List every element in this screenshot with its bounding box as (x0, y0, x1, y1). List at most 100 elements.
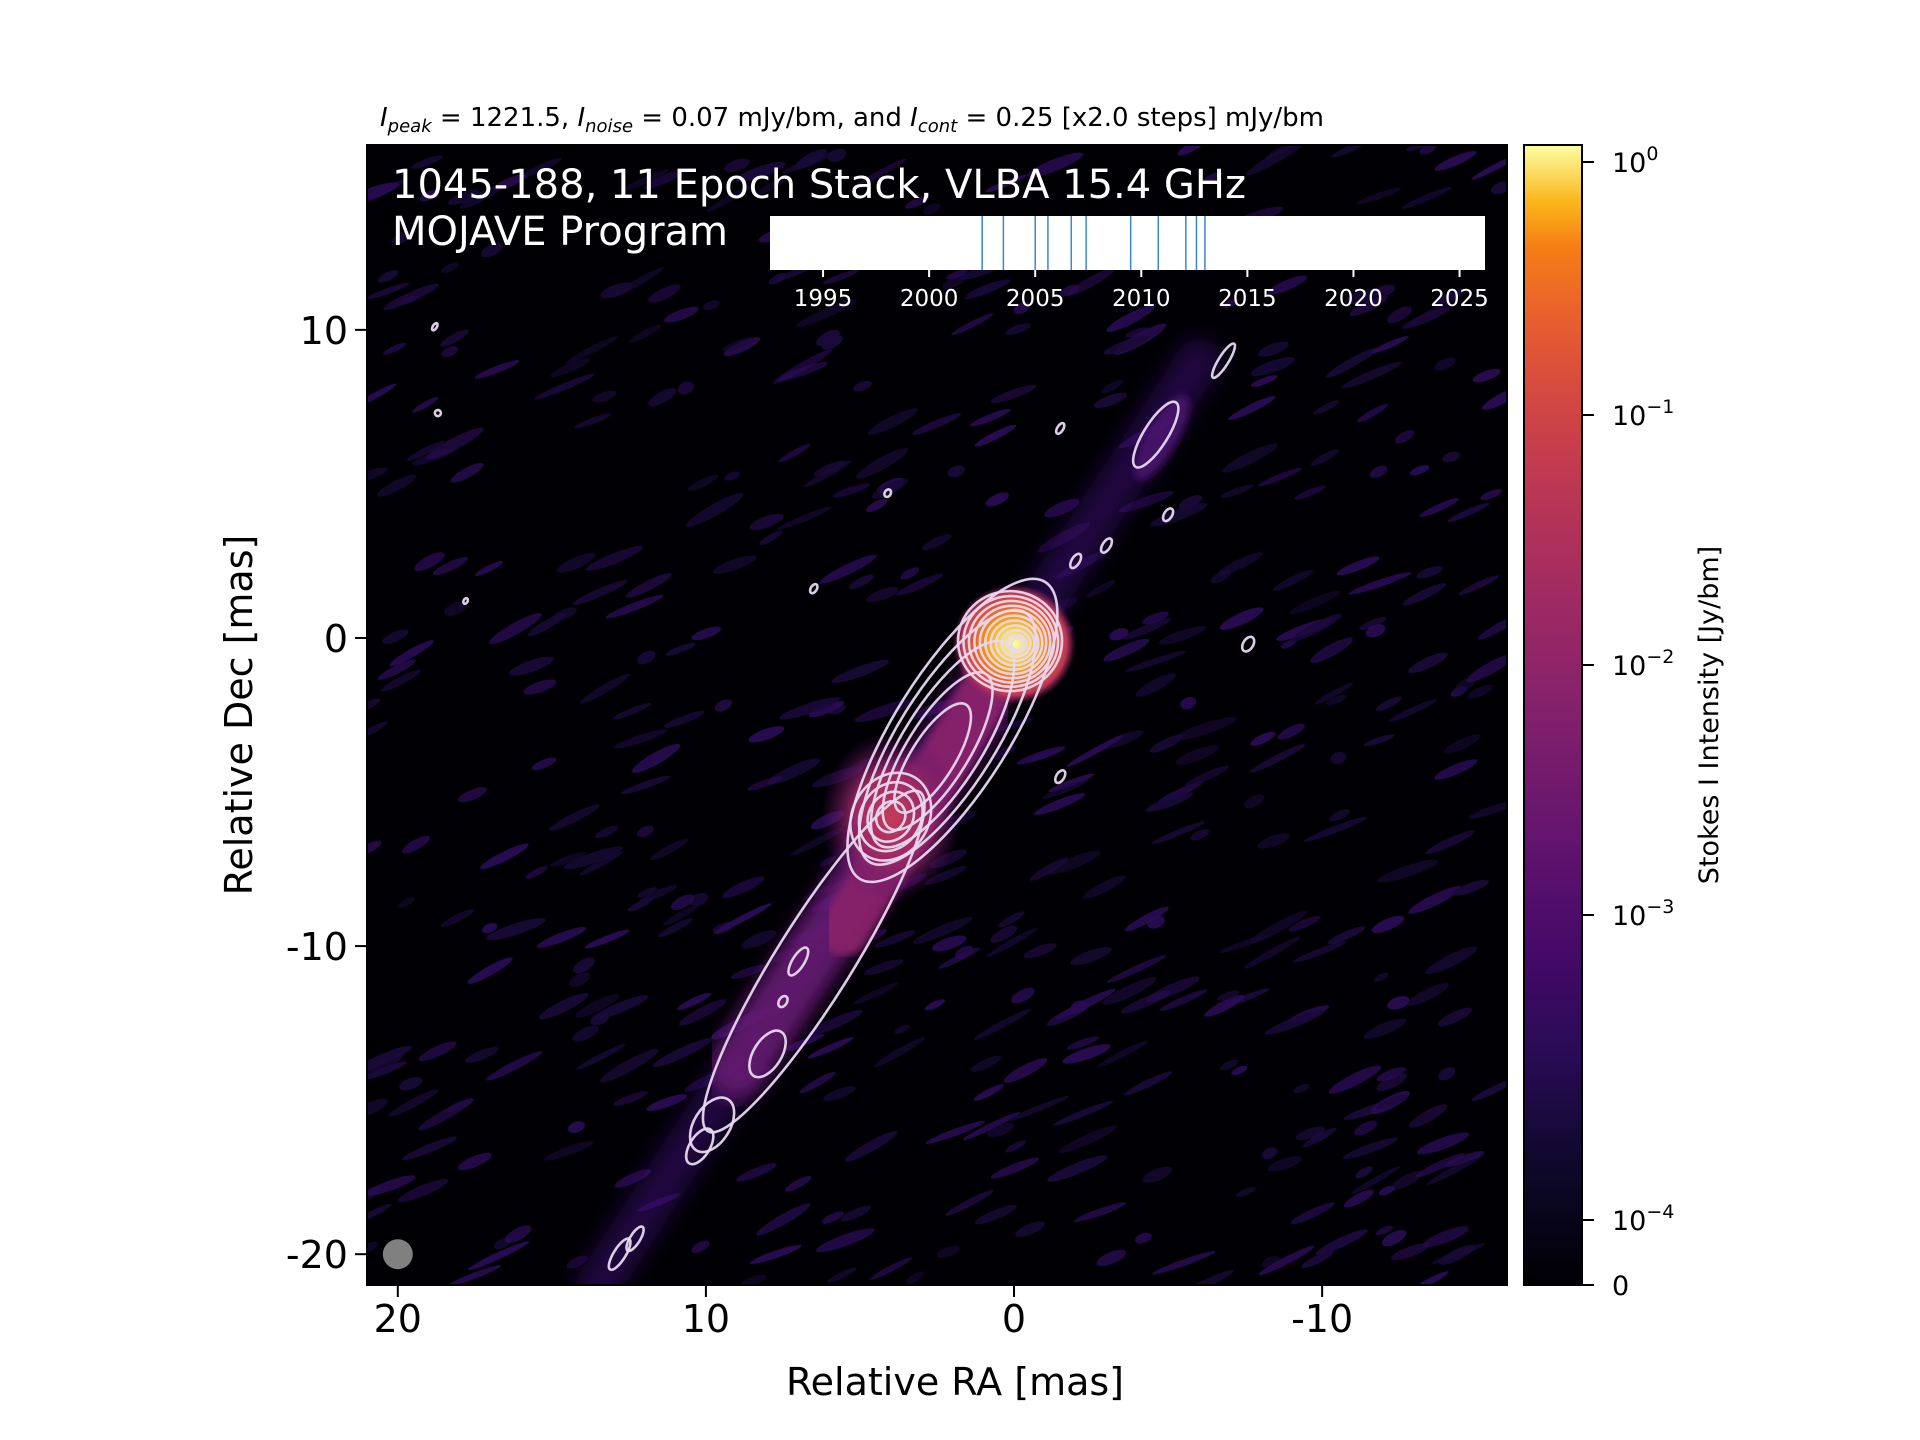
noise-streak (536, 926, 587, 948)
noise-streak (1025, 748, 1064, 763)
noise-streak (937, 1245, 960, 1258)
beam-ellipse (382, 1239, 413, 1270)
small-contour (776, 994, 789, 1009)
noise-streak (572, 580, 628, 605)
noise-streak (450, 462, 484, 483)
noise-streak (481, 242, 504, 258)
noise-streak (1005, 1140, 1027, 1153)
noise-streak (677, 381, 694, 395)
noise-streak (1135, 673, 1176, 697)
noise-streak (1023, 943, 1057, 959)
noise-streak (650, 838, 689, 861)
noise-streak (590, 1012, 610, 1026)
noise-streak (367, 1175, 416, 1196)
small-contour (787, 946, 810, 977)
colorbar-tick-label: 10−3 (1612, 896, 1674, 932)
noise-streak (1406, 145, 1428, 152)
noise-streak (1434, 759, 1478, 780)
noise-streak (815, 1228, 875, 1253)
contour-lines (430, 321, 1256, 1272)
noise-streak (1261, 1147, 1278, 1159)
noise-streak (702, 300, 720, 311)
noise-streak (998, 911, 1025, 928)
noise-streak (1125, 650, 1187, 672)
noise-streak (383, 283, 439, 310)
noise-streak (1402, 583, 1447, 606)
noise-streak (1044, 499, 1080, 518)
noise-streak (1348, 572, 1412, 595)
noise-streak (921, 534, 952, 551)
noise-streak (870, 1257, 913, 1280)
noise-streak (1406, 1271, 1449, 1285)
noise-streak (1355, 1166, 1373, 1179)
colorbar-tick-label: 10−2 (1612, 646, 1674, 682)
noise-streak (1328, 1065, 1382, 1094)
noise-streak (647, 388, 677, 407)
colorbar: 100 10−1 10−2 10−3 10−4 0 Stokes I Intensity … (1523, 143, 1725, 1302)
noise-streak (1055, 988, 1116, 1020)
noise-streak (637, 887, 657, 898)
noise-streak (614, 729, 667, 749)
noise-streak (849, 574, 874, 589)
noise-streak (401, 1136, 458, 1161)
jet-contour (893, 702, 973, 814)
noise-streak (1344, 287, 1383, 305)
noise-streak (773, 349, 833, 384)
noise-streak (584, 929, 630, 949)
noise-streak (1303, 816, 1368, 842)
noise-streak (821, 335, 843, 350)
noise-streak (1314, 682, 1354, 705)
noise-streak (1468, 684, 1493, 699)
noise-streak (1293, 1083, 1310, 1094)
noise-streak (722, 876, 765, 898)
epoch-timeline-ticks: 1995 2000 2005 2010 2015 2020 2025 (794, 270, 1489, 312)
noise-streak (1034, 792, 1086, 816)
noise-streak (1184, 765, 1229, 787)
noise-streak (646, 1094, 687, 1111)
noise-streak (1217, 990, 1240, 1001)
noise-streak (658, 918, 693, 938)
noise-streak (448, 189, 480, 205)
small-contour (1210, 342, 1237, 380)
core-contour (1010, 636, 1025, 652)
noise-streak (1434, 151, 1477, 171)
noise-streak (444, 601, 467, 616)
noise-streak (1336, 556, 1380, 576)
jet-contour (869, 639, 1016, 849)
epoch-markers (981, 216, 1206, 270)
small-contour (684, 1127, 715, 1166)
noise-streak (1015, 1221, 1045, 1237)
noise-streak (1401, 186, 1452, 209)
colorbar-tick-label: 0 (1612, 1271, 1629, 1302)
noise-streak (853, 982, 899, 1005)
noise-streak (419, 190, 440, 202)
timeline-tick-label: 2015 (1218, 286, 1277, 312)
noise-streak (1142, 611, 1169, 625)
noise-streak (576, 1043, 626, 1070)
noise-streak (1395, 430, 1415, 444)
noise-streak (730, 964, 768, 979)
noise-streak (1096, 1249, 1127, 1267)
noise-streak (947, 465, 965, 478)
noise-streak (1073, 1202, 1126, 1223)
noise-streak (1409, 464, 1430, 476)
noise-streak (367, 1045, 412, 1073)
noise-streak (1280, 639, 1296, 649)
noise-streak (925, 1120, 986, 1144)
noise-streak (1102, 977, 1157, 1005)
epoch-timeline-inset: 1995 2000 2005 2010 2015 2020 2025 (770, 216, 1489, 312)
noise-streak (459, 184, 503, 209)
colorbar-tick-label: 10−4 (1612, 1201, 1674, 1237)
small-contour (1068, 552, 1083, 570)
noise-streak (912, 916, 973, 944)
noise-streak (1142, 1166, 1173, 1183)
noise-streak (1408, 652, 1448, 674)
noise-streak (741, 1274, 767, 1285)
noise-streak (670, 894, 695, 911)
noise-streak (1354, 1120, 1378, 1136)
noise-streak (1341, 361, 1402, 389)
noise-streak (1123, 1071, 1173, 1096)
noise-streak (592, 390, 617, 403)
noise-streak (1363, 1018, 1407, 1039)
small-contour (433, 408, 443, 418)
